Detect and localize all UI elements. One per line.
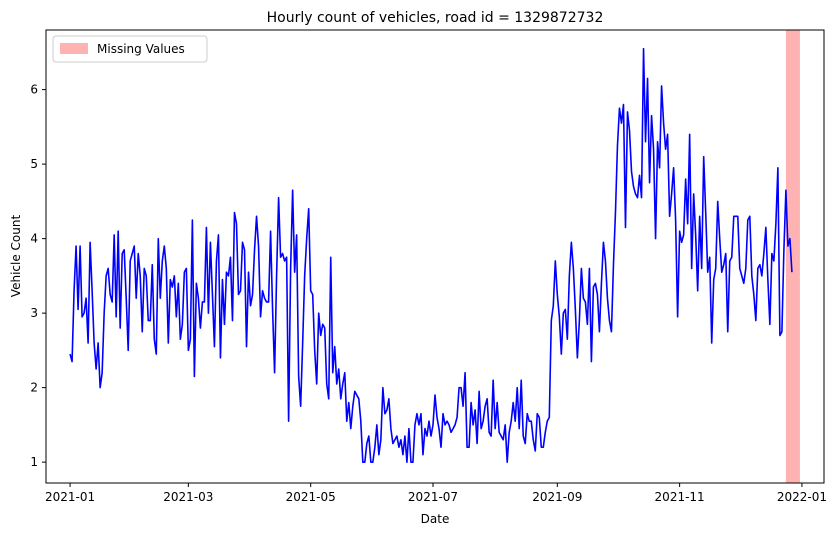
y-tick-label: 6 xyxy=(30,83,38,97)
x-axis-label: Date xyxy=(421,512,450,526)
x-tick-label: 2021-11 xyxy=(655,490,705,504)
chart-title: Hourly count of vehicles, road id = 1329… xyxy=(267,10,604,26)
legend-box xyxy=(52,35,208,63)
missing-values-span xyxy=(785,30,800,483)
y-axis-ticks: 1 2 3 4 5 6 xyxy=(30,83,46,469)
x-tick-label: 2021-09 xyxy=(532,490,582,504)
legend-label-missing: Missing Values xyxy=(97,42,185,56)
y-tick-label: 5 xyxy=(30,157,38,171)
y-tick-label: 4 xyxy=(30,232,38,246)
x-tick-label: 2021-03 xyxy=(163,490,213,504)
plot-area xyxy=(46,30,824,483)
y-axis-label: Vehicle Count xyxy=(9,215,23,298)
x-tick-label: 2021-07 xyxy=(408,490,458,504)
x-axis-ticks: 2021-01 2021-03 2021-05 2021-07 2021-09 2021-… xyxy=(45,483,827,504)
series-line xyxy=(69,47,793,463)
x-tick-label: 2022-01 xyxy=(777,490,827,504)
x-tick-label: 2021-05 xyxy=(286,490,336,504)
legend-swatch-missing xyxy=(60,43,88,54)
legend: Missing Values xyxy=(52,35,208,63)
plot-frame xyxy=(45,29,825,484)
y-tick-label: 2 xyxy=(30,381,38,395)
x-tick-label: 2021-01 xyxy=(45,490,95,504)
y-tick-label: 1 xyxy=(30,455,38,469)
y-tick-label: 3 xyxy=(30,306,38,320)
